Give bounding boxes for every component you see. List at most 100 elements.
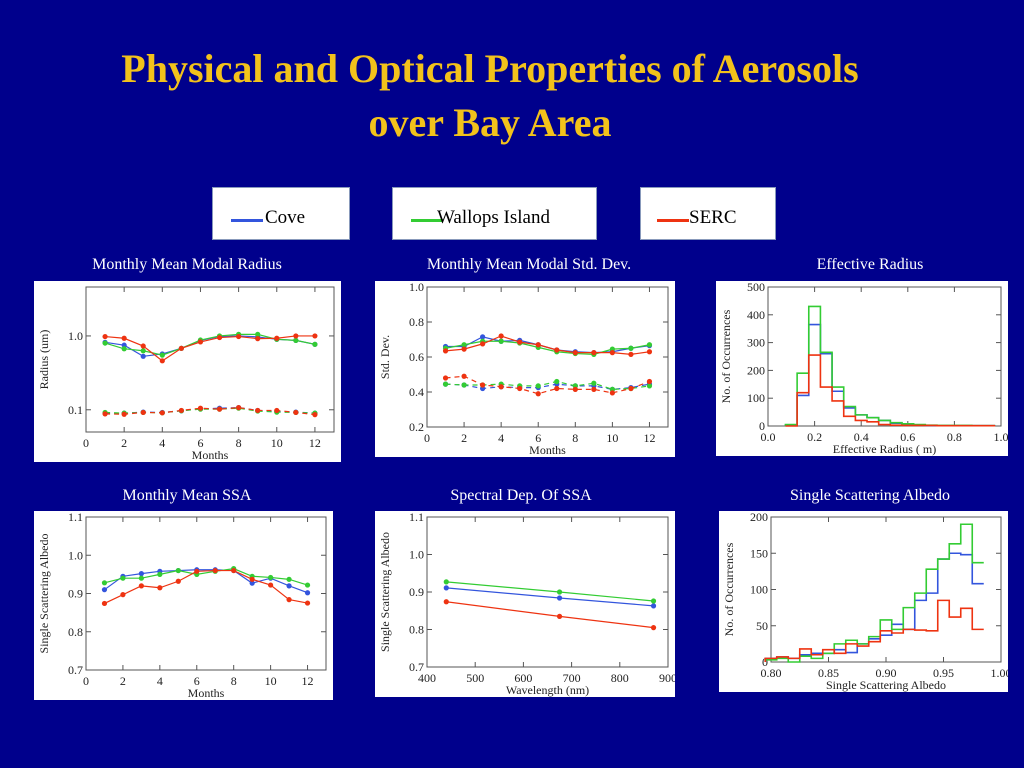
line-series-wallops-island [446,581,654,602]
y-axis-label: Single Scattering Albedo [37,534,51,654]
y-tick-label: 1.1 [409,511,424,524]
y-tick-label: 500 [747,281,765,294]
data-point [120,592,126,598]
data-point [159,358,165,364]
y-tick-label: 100 [750,583,768,597]
data-point [255,336,261,342]
data-point [101,600,108,607]
chart-modal-radius: 0 2 4 6 8 10 12 0.1 1.0 Months Radius (um) [34,281,341,462]
slide-title-line1: Physical and Optical Properties of Aeros… [121,46,859,91]
data-point [293,337,299,344]
data-point [628,385,634,392]
data-point [461,342,467,348]
data-point [461,346,467,352]
x-axis-label: Wavelength (nm) [506,683,589,697]
x-tick-label: 8 [236,436,242,450]
x-tick-label: 12 [309,436,321,450]
data-point [650,603,657,609]
data-point [591,380,597,386]
line-series-wallops-island [105,407,315,414]
data-point [101,587,108,593]
data-point [255,331,261,337]
x-tick-label: 0.8 [947,430,962,444]
data-point [480,341,486,347]
plot-frame [770,516,1002,663]
x-tick-label: 0.6 [900,430,915,444]
y-tick-label: 0.8 [409,623,424,637]
line-series-cove [104,569,308,594]
line-series-serc [105,335,315,362]
y-tick-label: 50 [756,619,768,633]
chart-svg: 0 2 4 6 8 10 12 0.2 0.4 0.6 0.8 1.0 Months Std. Dev. [378,280,669,457]
x-tick-label: 400 [418,671,436,685]
data-point [274,407,280,414]
data-point [646,349,653,355]
data-point [646,342,653,348]
legend-serc: SERC [640,187,776,240]
data-point [274,335,280,341]
x-tick-label: 800 [611,671,629,685]
y-tick-label: 1.0 [68,548,83,562]
x-tick-label: 12 [643,431,655,445]
chart-effective-radius: 0.0 0.2 0.4 0.6 0.8 1.0 0 100 200 300 400 500 Effect… [716,280,1009,456]
data-point [121,411,127,417]
data-point [572,350,578,356]
y-axis-label: No. of Occurrences [719,309,733,403]
x-axis-label: Single Scattering Albedo [826,678,946,692]
data-point [175,567,181,574]
data-point [236,405,242,411]
data-point [442,348,449,354]
data-point [293,409,299,416]
data-point [312,341,318,347]
x-tick-label: 0.2 [807,430,822,444]
data-point [175,578,181,584]
y-tick-label: 100 [747,391,765,405]
chart-svg: 400 500 600 700 800 900 0.7 0.8 0.9 1.0 1.1 Wavelen… [378,510,677,697]
chart-title: Monthly Mean SSA [122,487,252,504]
data-point [628,351,634,357]
data-point [591,350,597,356]
x-tick-label: 2 [461,431,467,445]
data-point [556,595,563,601]
data-point [442,381,449,387]
x-tick-label: 8 [572,431,578,445]
data-point [443,599,449,605]
data-point [120,575,126,581]
data-point [286,597,292,603]
data-point [212,567,218,574]
chart-title: Single Scattering Albedo [790,487,950,504]
histogram-series-wallops-island [764,523,984,663]
data-point [442,375,449,381]
y-tick-label: 400 [747,308,765,322]
chart-spectral-ssa: 400 500 600 700 800 900 0.7 0.8 0.9 1.0 1.1 Wavelen… [375,510,677,697]
chart-title: Spectral Dep. Of SSA [450,487,592,504]
line-series-cove [104,335,316,357]
legend-label: Wallops Island [437,207,550,228]
data-point [216,334,223,341]
data-point [140,348,146,354]
y-tick-label: 0.9 [68,587,83,601]
data-point [554,347,560,353]
x-tick-label: 700 [563,671,581,685]
plot-frame [426,516,669,668]
data-point [121,335,127,341]
line-series-serc [445,375,650,395]
data-point [535,383,541,389]
data-point [178,345,184,351]
x-tick-label: 500 [466,671,484,685]
data-point [554,378,560,385]
data-point [646,383,653,389]
y-tick-label: 0.9 [409,585,424,599]
line-series-wallops-island [104,333,316,356]
y-tick-label: 1.0 [68,329,83,343]
chart-svg: 0 2 4 6 8 10 12 0.7 0.8 0.9 1.0 1.1 Months Single Sca… [37,510,327,700]
x-tick-label: 0.4 [854,430,869,444]
data-point [443,585,449,591]
legend-cove: Cove [212,187,350,240]
y-tick-label: 0.8 [68,625,83,639]
x-tick-label: 6 [194,674,200,688]
x-tick-label: 4 [157,674,163,688]
x-tick-label: 8 [231,674,237,688]
data-point [102,340,108,346]
x-tick-label: 10 [606,431,618,445]
